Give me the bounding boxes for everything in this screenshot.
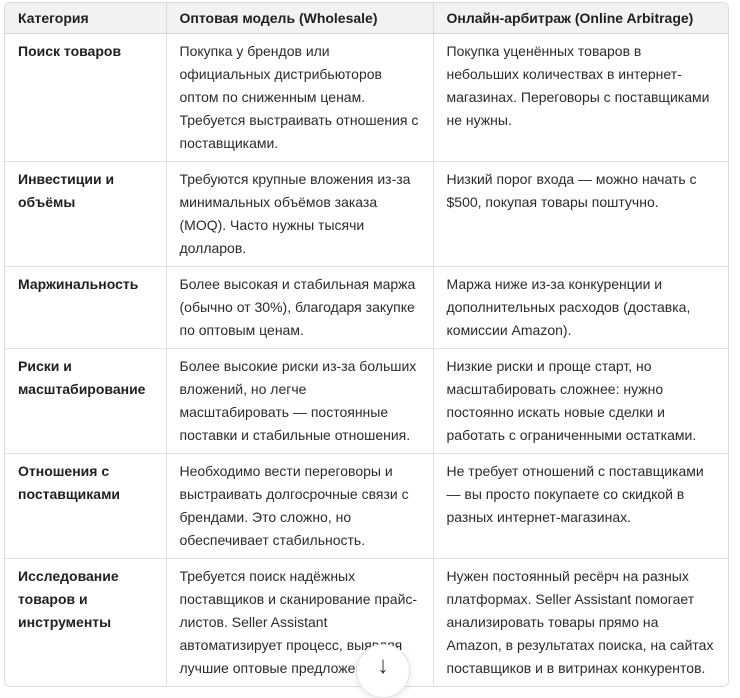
scroll-down-button[interactable]: ↓ <box>356 644 410 698</box>
column-header-category: Категория <box>5 3 166 34</box>
down-arrow-icon: ↓ <box>377 652 389 679</box>
wholesale-cell: Необходимо вести переговоры и выстраиват… <box>165 453 433 559</box>
comparison-table-container: Категория Оптовая модель (Wholesale) Онл… <box>4 2 729 687</box>
wholesale-cell: Требуется поиск надёжных поставщиков и с… <box>165 558 433 686</box>
arbitrage-cell: Низкий порог входа — можно начать с $500… <box>432 161 728 267</box>
category-cell: Риски и масштабирование <box>5 348 166 454</box>
category-cell: Исследование товаров и инструменты <box>5 558 166 686</box>
category-cell: Поиск товаров <box>5 33 166 162</box>
table-row: Инвестиции и объёмы Требуются крупные вл… <box>5 161 728 267</box>
category-cell: Маржинальность <box>5 266 166 349</box>
wholesale-cell: Более высокая и стабильная маржа (обычно… <box>165 266 433 349</box>
table-row: Поиск товаров Покупка у брендов или офиц… <box>5 33 728 162</box>
table-row: Риски и масштабирование Более высокие ри… <box>5 348 728 454</box>
column-header-wholesale: Оптовая модель (Wholesale) <box>165 3 433 34</box>
arbitrage-cell: Маржа ниже из-за конкуренции и дополните… <box>432 266 728 349</box>
wholesale-cell: Более высокие риски из-за больших вложен… <box>165 348 433 454</box>
arbitrage-cell: Нужен постоянный ресёрч на разных платфо… <box>432 558 728 686</box>
category-cell: Инвестиции и объёмы <box>5 161 166 267</box>
arbitrage-cell: Низкие риски и проще старт, но масштабир… <box>432 348 728 454</box>
wholesale-cell: Покупка у брендов или официальных дистри… <box>165 33 433 162</box>
table-row: Отношения с поставщиками Необходимо вест… <box>5 453 728 559</box>
table-row: Исследование товаров и инструменты Требу… <box>5 558 728 686</box>
wholesale-cell: Требуются крупные вложения из-за минимал… <box>165 161 433 267</box>
column-header-arbitrage: Онлайн-арбитраж (Online Arbitrage) <box>432 3 728 34</box>
comparison-table: Категория Оптовая модель (Wholesale) Онл… <box>5 3 728 686</box>
table-row: Маржинальность Более высокая и стабильна… <box>5 266 728 349</box>
arbitrage-cell: Не требует отношений с поставщиками — вы… <box>432 453 728 559</box>
category-cell: Отношения с поставщиками <box>5 453 166 559</box>
arbitrage-cell: Покупка уценённых товаров в небольших ко… <box>432 33 728 162</box>
header-row: Категория Оптовая модель (Wholesale) Онл… <box>5 3 728 34</box>
